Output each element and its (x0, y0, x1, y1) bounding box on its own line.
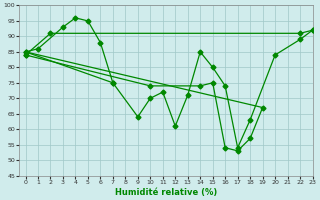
X-axis label: Humidité relative (%): Humidité relative (%) (115, 188, 217, 197)
